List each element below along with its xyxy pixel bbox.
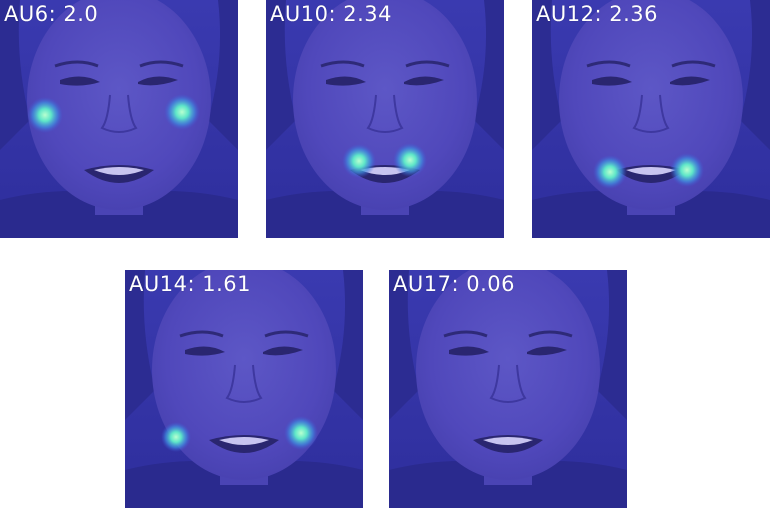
action-unit-label: AU10: 2.34	[270, 2, 392, 26]
au12-heatmap-panel: AU12: 2.36	[532, 0, 770, 238]
face-heatmap-image	[389, 270, 627, 508]
action-unit-label: AU12: 2.36	[536, 2, 658, 26]
action-unit-label: AU6: 2.0	[4, 2, 99, 26]
face-heatmap-image	[532, 0, 770, 238]
au14-heatmap-panel: AU14: 1.61	[125, 270, 363, 508]
au10-heatmap-panel: AU10: 2.34	[266, 0, 504, 238]
au17-heatmap-panel: AU17: 0.06	[389, 270, 627, 508]
au6-heatmap-panel: AU6: 2.0	[0, 0, 238, 238]
face-heatmap-image	[125, 270, 363, 508]
face-heatmap-image	[266, 0, 504, 238]
action-unit-label: AU17: 0.06	[393, 272, 515, 296]
action-unit-label: AU14: 1.61	[129, 272, 251, 296]
face-heatmap-image	[0, 0, 238, 238]
